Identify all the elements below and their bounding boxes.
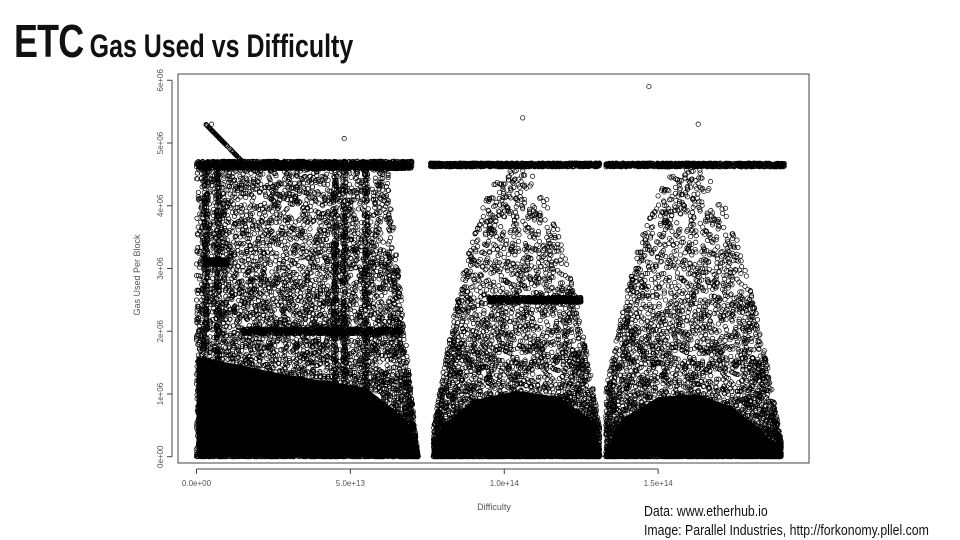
- data-points: [194, 84, 786, 459]
- y-axis: 0e+00 1e+06 2e+06 3e+06 4e+06 5e+06 6e+06: [156, 68, 172, 467]
- y-tick-label: 3e+06: [156, 257, 165, 280]
- y-tick-label: 5e+06: [156, 131, 165, 154]
- x-axis-label: Difficulty: [477, 502, 511, 512]
- y-tick-label: 6e+06: [156, 68, 165, 91]
- y-axis-label: Gas Used Per Block: [132, 234, 142, 316]
- x-axis: 0.0e+00 5.0e+13 1.0e+14 1.5e+14: [182, 469, 673, 488]
- y-tick-label: 1e+06: [156, 382, 165, 405]
- data-source-credit: Data: www.etherhub.io: [644, 502, 929, 521]
- y-tick-label: 2e+06: [156, 319, 165, 342]
- credits: Data: www.etherhub.io Image: Parallel In…: [644, 502, 929, 540]
- image-source-credit: Image: Parallel Industries, http://forko…: [644, 521, 929, 540]
- x-tick-label: 1.5e+14: [644, 479, 674, 488]
- y-tick-label: 0e+00: [156, 445, 165, 468]
- x-tick-label: 1.0e+14: [490, 479, 520, 488]
- x-tick-label: 0.0e+00: [182, 479, 212, 488]
- x-tick-label: 5.0e+13: [336, 479, 366, 488]
- y-tick-label: 4e+06: [156, 194, 165, 217]
